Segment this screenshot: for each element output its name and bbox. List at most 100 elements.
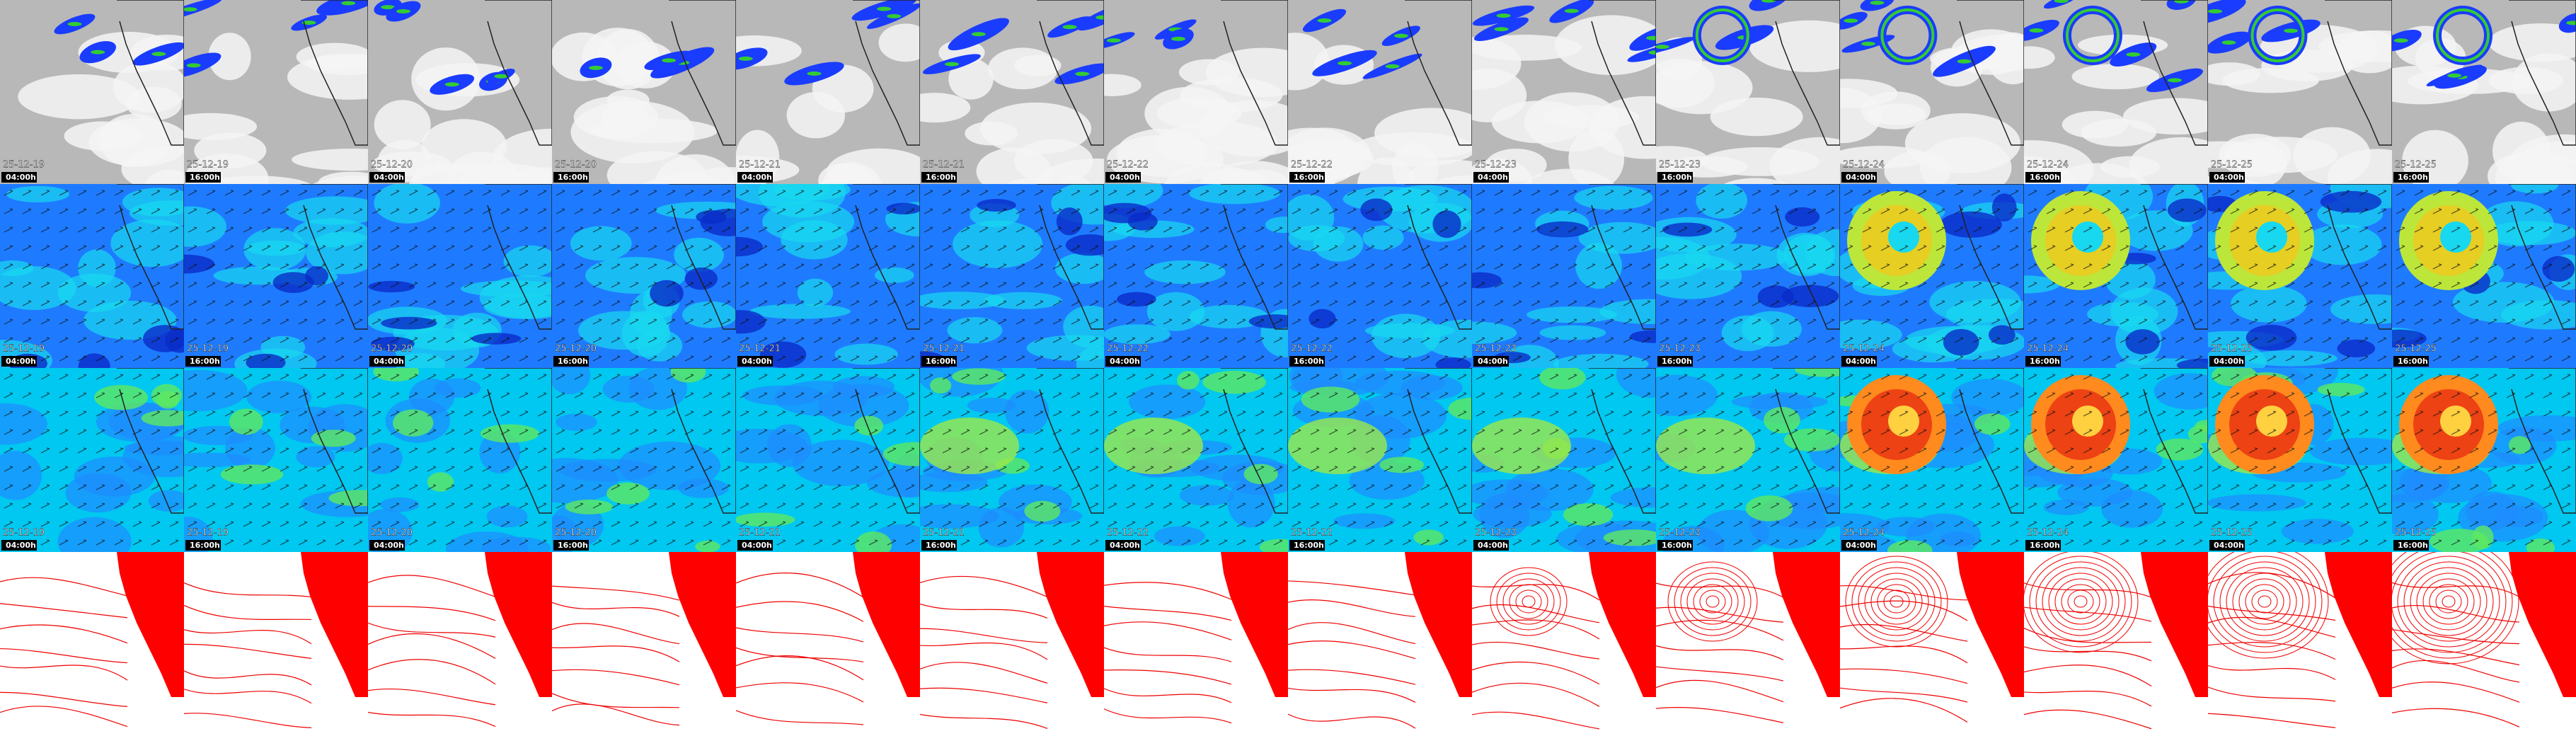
coastline bbox=[2509, 0, 2576, 146]
cloud bbox=[1156, 97, 1242, 130]
map-tile bbox=[1656, 552, 1840, 736]
isobar bbox=[2208, 552, 2329, 659]
time-label: 04:00h bbox=[1478, 357, 1508, 366]
isobar bbox=[368, 575, 496, 597]
cloud bbox=[2328, 149, 2392, 184]
cloud bbox=[18, 74, 140, 120]
precip-core bbox=[944, 62, 959, 67]
precip-core bbox=[1317, 18, 1332, 23]
map-tile: 25-12-19 16:00h bbox=[184, 184, 368, 368]
cloud bbox=[126, 86, 182, 121]
isobar bbox=[1288, 713, 1416, 729]
isobar bbox=[1472, 641, 1600, 660]
wind-arrows bbox=[2024, 184, 2208, 368]
cloud bbox=[1710, 97, 1803, 137]
date-label: 25-12-25 bbox=[2395, 528, 2437, 539]
time-label-bg bbox=[369, 540, 405, 551]
time-label-bg bbox=[1657, 172, 1693, 183]
land bbox=[2509, 552, 2576, 697]
isobar bbox=[184, 604, 312, 621]
time-label: 16:00h bbox=[2398, 173, 2428, 182]
isobar bbox=[1851, 561, 1942, 642]
wind-arrows bbox=[1104, 184, 1288, 368]
isobar bbox=[736, 647, 864, 662]
precip-core bbox=[1656, 45, 1669, 50]
isobar bbox=[2251, 590, 2278, 614]
date-label: 25-12-20 bbox=[555, 160, 597, 171]
isobar bbox=[2392, 708, 2520, 728]
coastline bbox=[853, 184, 920, 330]
coastline bbox=[1773, 184, 1840, 330]
time-label: 16:00h bbox=[926, 173, 956, 182]
date-label: 25-12-22 bbox=[1107, 344, 1149, 355]
coastline bbox=[1405, 0, 1472, 146]
coastline bbox=[1589, 368, 1656, 514]
cloud bbox=[1205, 47, 1288, 98]
cloud bbox=[2512, 53, 2576, 112]
map-tile bbox=[552, 552, 736, 736]
precip-core bbox=[1646, 35, 1656, 40]
time-label: 16:00h bbox=[558, 541, 588, 550]
isobar bbox=[2392, 552, 2519, 665]
date-label: 25-12-19 bbox=[3, 160, 45, 171]
time-label-bg bbox=[369, 172, 405, 183]
isobar bbox=[2392, 552, 2513, 659]
time-label: 04:00h bbox=[742, 541, 772, 550]
time-label: 16:00h bbox=[190, 541, 220, 550]
isobar bbox=[1288, 622, 1416, 645]
precip-core bbox=[67, 22, 82, 27]
time-label: 16:00h bbox=[190, 173, 220, 182]
precip-core bbox=[186, 63, 201, 68]
isobar bbox=[2238, 578, 2291, 625]
cloud bbox=[287, 54, 368, 100]
precip-core bbox=[1106, 38, 1121, 43]
isobar bbox=[1104, 708, 1232, 724]
isobar bbox=[2208, 713, 2336, 728]
wind-arrows bbox=[2392, 368, 2576, 552]
map-tile: 25-12-20 04:00h bbox=[368, 0, 552, 184]
isobar bbox=[2024, 709, 2152, 730]
cloud bbox=[2071, 64, 2160, 90]
isobar bbox=[1472, 661, 1600, 685]
isobar bbox=[1686, 578, 1739, 625]
cloud bbox=[920, 93, 971, 123]
storm-ring bbox=[2250, 8, 2305, 62]
date-label: 25-12-25 bbox=[2395, 344, 2437, 355]
isobar bbox=[1509, 584, 1548, 619]
time-label: 04:00h bbox=[1478, 173, 1508, 182]
coastline bbox=[2509, 368, 2576, 514]
time-label-bg bbox=[1473, 172, 1509, 183]
land bbox=[2141, 552, 2208, 697]
isobar bbox=[2410, 567, 2488, 636]
coastline bbox=[1037, 368, 1104, 514]
cloud bbox=[2402, 130, 2468, 184]
precip-core bbox=[1957, 59, 1972, 64]
isobar bbox=[2245, 584, 2284, 619]
time-label: 04:00h bbox=[374, 173, 404, 182]
isobar bbox=[1656, 679, 1784, 703]
time-label-bg bbox=[921, 172, 957, 183]
date-label: 25-12-20 bbox=[371, 344, 413, 355]
cloud bbox=[1107, 134, 1224, 184]
isobar bbox=[1845, 556, 1948, 648]
precip-core bbox=[2208, 8, 2223, 13]
precip-core bbox=[588, 65, 603, 70]
wind-arrows bbox=[1288, 184, 1472, 368]
isobar bbox=[1840, 687, 1968, 703]
isobar bbox=[2258, 595, 2272, 608]
land bbox=[1957, 552, 2024, 697]
isobar bbox=[736, 627, 864, 643]
coastline bbox=[1037, 184, 1104, 330]
isobar bbox=[1706, 595, 1720, 608]
isobar bbox=[2042, 567, 2120, 636]
wind-arrows bbox=[1472, 368, 1656, 552]
time-label-bg bbox=[1289, 172, 1325, 183]
precip-core bbox=[1096, 15, 1104, 20]
isobar bbox=[1877, 584, 1916, 619]
cloud bbox=[184, 113, 258, 140]
isobar bbox=[184, 629, 312, 645]
wind-arrows bbox=[2024, 368, 2208, 552]
isobar bbox=[0, 603, 128, 619]
time-label: 16:00h bbox=[1294, 173, 1324, 182]
map-tile: 25-12-23 16:00h bbox=[1656, 368, 1840, 552]
